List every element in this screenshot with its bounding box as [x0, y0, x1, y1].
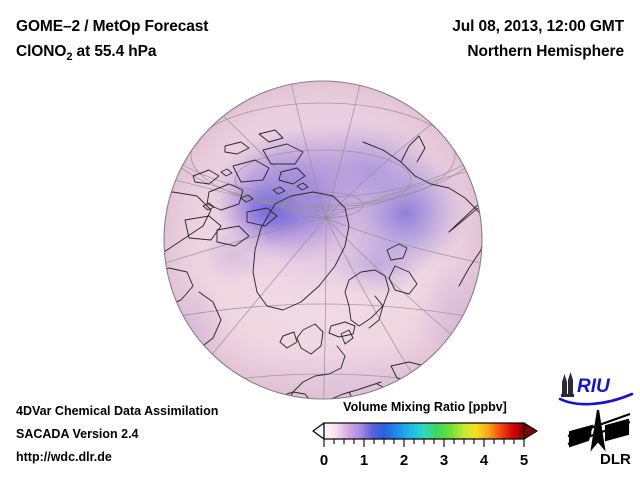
dlr-logo-svg: DLR — [567, 409, 631, 468]
pressure-level: at 55.4 hPa — [72, 43, 157, 60]
colorbar-tick-label: 3 — [440, 452, 448, 469]
colorbar-tick-labels: 0 1 2 3 4 5 — [320, 452, 528, 469]
clono2-enhancement-field — [164, 92, 482, 399]
riu-cathedral-icon — [561, 372, 574, 397]
colorbar-block: Volume Mixing Ratio [ppbv] 0 1 2 3 4 5 — [310, 400, 540, 472]
header-left-block: GOME–2 / MetOp Forecast ClONO2 at 55.4 h… — [16, 14, 376, 70]
colorbar-tick-label: 0 — [320, 452, 328, 469]
instrument-title: GOME–2 / MetOp Forecast — [16, 18, 209, 35]
riu-swoosh — [558, 392, 634, 406]
riu-wordmark: RIU — [577, 376, 611, 397]
footer-url-line: http://wdc.dlr.de — [16, 450, 112, 464]
riu-logo-svg: RIU — [558, 372, 634, 406]
footer-assimilation-line: 4DVar Chemical Data Assimilation — [16, 404, 219, 418]
footer-version-line: SACADA Version 2.4 — [16, 427, 139, 441]
footer-left-block: 4DVar Chemical Data Assimilation SACADA … — [16, 400, 316, 469]
species-level-title: ClONO2 at 55.4 hPa — [16, 39, 376, 70]
species-name: ClONO — [16, 43, 67, 60]
orthographic-projection-svg — [163, 80, 483, 400]
colorbar-tick-label: 2 — [400, 452, 408, 469]
colorbar-tick-label: 1 — [360, 452, 368, 469]
valid-datetime: Jul 08, 2013, 12:00 GMT — [452, 18, 624, 35]
globe-contents — [164, 81, 482, 399]
hemisphere-label: Northern Hemisphere — [467, 43, 624, 60]
dlr-emblem-icon — [567, 409, 631, 452]
globe-map — [163, 80, 483, 400]
globe-outline — [163, 80, 483, 400]
colorbar-ticks — [323, 439, 525, 447]
dlr-wordmark: DLR — [600, 451, 631, 468]
north-pole-point — [324, 216, 328, 220]
dlr-logo: DLR — [562, 408, 636, 468]
coastlines — [164, 105, 482, 399]
colorbar-tick-label: 4 — [480, 452, 489, 469]
colorbar-tick-label: 5 — [520, 452, 528, 469]
colorbar-title: Volume Mixing Ratio [ppbv] — [343, 400, 507, 414]
colorbar-left-arrow-cap — [312, 422, 325, 440]
colorbar-gradient-bar — [323, 422, 525, 440]
colorbar-svg: 0 1 2 3 4 5 — [312, 422, 538, 469]
header-right-block: Jul 08, 2013, 12:00 GMT Northern Hemisph… — [294, 14, 624, 64]
riu-logo: RIU — [556, 370, 636, 406]
species-subscript: 2 — [66, 51, 73, 64]
colorbar-right-arrow-cap — [523, 422, 538, 440]
